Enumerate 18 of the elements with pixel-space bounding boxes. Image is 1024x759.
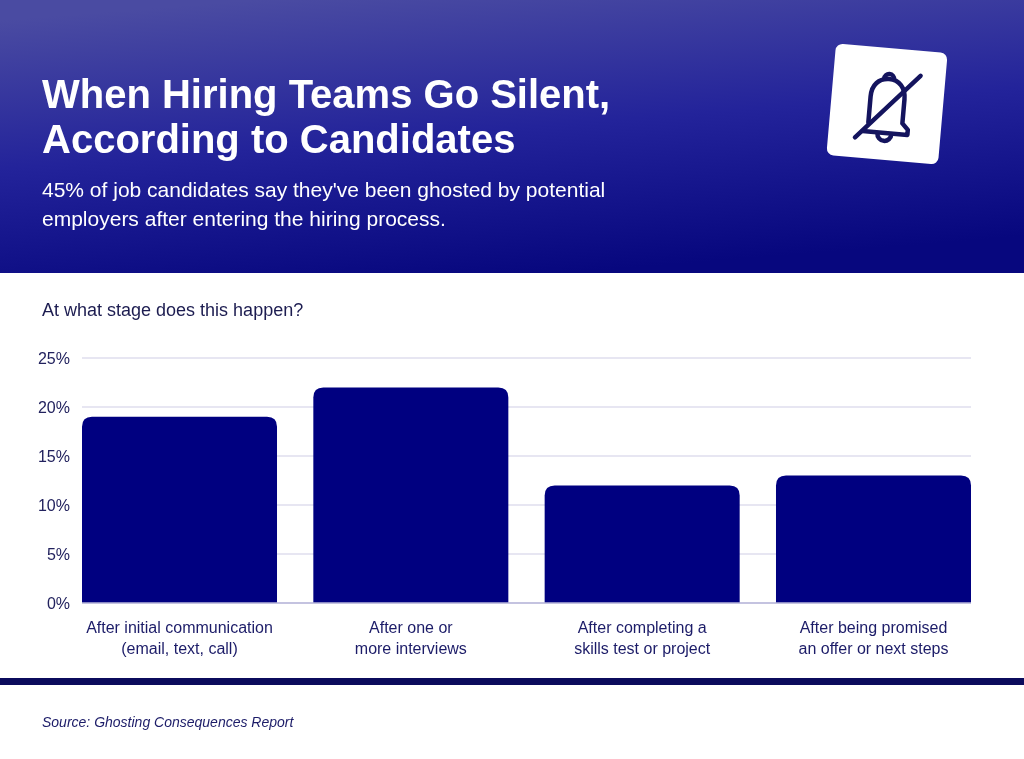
x-tick-label: After being promised an offer or next steps — [798, 619, 949, 657]
chart-subtitle: 45% of job candidates say they've been ghosted by potential employers after entering the hiring process. — [42, 178, 606, 230]
x-tick-label: After completing a skills test or project — [574, 619, 711, 657]
y-axis-title: At what stage does this happen? — [42, 300, 304, 320]
bar — [82, 416, 278, 603]
chart-title: When Hiring Teams Go Silent, According to Candidates — [42, 72, 611, 161]
bar — [313, 387, 509, 603]
y-tick-label: 25% — [37, 349, 70, 367]
y-tick-label: 20% — [37, 398, 70, 416]
y-tick-label: 15% — [37, 447, 70, 465]
bar — [544, 485, 740, 603]
bar — [775, 475, 971, 603]
y-tick-label: 5% — [46, 545, 70, 563]
x-tick-label: After one or more interviews — [354, 619, 467, 657]
y-tick-label: 0% — [46, 594, 70, 612]
source-note: Source: Ghosting Consequences Report — [42, 714, 295, 730]
y-tick-label: 10% — [37, 496, 70, 514]
x-tick-label: After initial communication (email, text, call) — [86, 619, 273, 657]
